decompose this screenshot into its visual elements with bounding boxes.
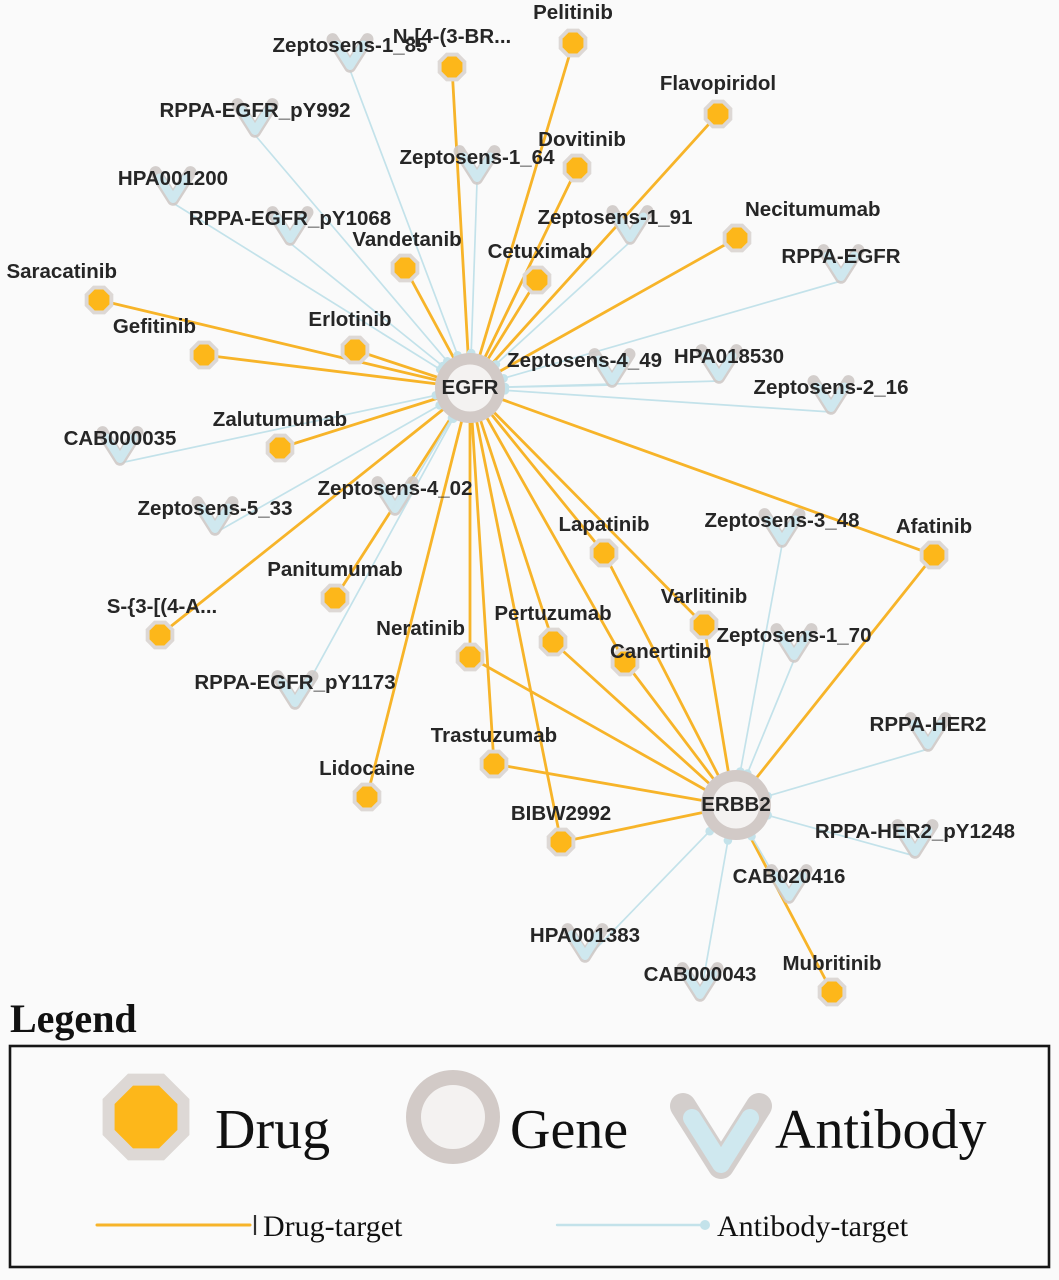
svg-text:Cetuximab: Cetuximab bbox=[488, 240, 593, 263]
svg-text:CAB000043: CAB000043 bbox=[644, 963, 757, 986]
svg-text:CAB020416: CAB020416 bbox=[733, 865, 846, 888]
svg-text:Legend: Legend bbox=[10, 996, 137, 1041]
svg-text:Pertuzumab: Pertuzumab bbox=[494, 602, 611, 625]
svg-text:Saracatinib: Saracatinib bbox=[6, 260, 117, 283]
svg-text:Mubritinib: Mubritinib bbox=[782, 952, 881, 975]
svg-text:EGFR: EGFR bbox=[442, 376, 499, 399]
svg-text:Vandetanib: Vandetanib bbox=[352, 228, 461, 251]
svg-text:HPA001383: HPA001383 bbox=[530, 924, 640, 947]
svg-text:Antibody: Antibody bbox=[775, 1099, 987, 1161]
svg-text:RPPA-EGFR: RPPA-EGFR bbox=[781, 245, 900, 268]
svg-text:Pelitinib: Pelitinib bbox=[533, 1, 613, 24]
svg-text:ERBB2: ERBB2 bbox=[701, 793, 771, 816]
svg-text:Gene: Gene bbox=[510, 1099, 628, 1161]
svg-text:Lapatinib: Lapatinib bbox=[558, 513, 649, 536]
svg-text:Drug: Drug bbox=[215, 1099, 330, 1161]
svg-text:Lidocaine: Lidocaine bbox=[319, 757, 415, 780]
svg-text:Afatinib: Afatinib bbox=[896, 515, 972, 538]
svg-text:RPPA-EGFR_pY1068: RPPA-EGFR_pY1068 bbox=[189, 207, 391, 230]
svg-text:RPPA-EGFR_pY992: RPPA-EGFR_pY992 bbox=[159, 99, 350, 122]
svg-text:Zeptosens-1_91: Zeptosens-1_91 bbox=[538, 206, 693, 229]
svg-text:Varlitinib: Varlitinib bbox=[661, 585, 748, 608]
svg-text:Zalutumumab: Zalutumumab bbox=[213, 408, 347, 431]
svg-text:Trastuzumab: Trastuzumab bbox=[431, 724, 557, 747]
svg-text:Flavopiridol: Flavopiridol bbox=[660, 72, 776, 95]
svg-text:Erlotinib: Erlotinib bbox=[308, 308, 391, 331]
svg-text:Zeptosens-4_02: Zeptosens-4_02 bbox=[318, 477, 473, 500]
svg-text:RPPA-EGFR_pY1173: RPPA-EGFR_pY1173 bbox=[194, 671, 395, 694]
svg-text:Neratinib: Neratinib bbox=[376, 617, 465, 640]
svg-text:Gefitinib: Gefitinib bbox=[113, 315, 196, 338]
svg-text:HPA018530: HPA018530 bbox=[674, 345, 784, 368]
svg-text:BIBW2992: BIBW2992 bbox=[511, 802, 611, 825]
svg-text:Zeptosens-2_16: Zeptosens-2_16 bbox=[754, 376, 909, 399]
svg-text:Drug-target: Drug-target bbox=[263, 1210, 403, 1243]
svg-text:RPPA-HER2: RPPA-HER2 bbox=[870, 713, 987, 736]
svg-text:Antibody-target: Antibody-target bbox=[717, 1210, 909, 1243]
svg-text:Zeptosens-5_33: Zeptosens-5_33 bbox=[138, 497, 293, 520]
svg-text:Necitumumab: Necitumumab bbox=[745, 198, 881, 221]
svg-text:HPA001200: HPA001200 bbox=[118, 167, 228, 190]
svg-text:Panitumumab: Panitumumab bbox=[267, 558, 403, 581]
svg-text:S-{3-[(4-A...: S-{3-[(4-A... bbox=[107, 595, 217, 618]
svg-text:Zeptosens-4_49: Zeptosens-4_49 bbox=[507, 349, 662, 372]
svg-text:RPPA-HER2_pY1248: RPPA-HER2_pY1248 bbox=[815, 820, 1015, 843]
svg-text:Zeptosens-1_85: Zeptosens-1_85 bbox=[273, 34, 428, 57]
svg-text:Canertinib: Canertinib bbox=[610, 640, 711, 663]
svg-text:CAB000035: CAB000035 bbox=[64, 427, 177, 450]
svg-text:Zeptosens-1_64: Zeptosens-1_64 bbox=[400, 146, 556, 169]
svg-text:Zeptosens-3_48: Zeptosens-3_48 bbox=[705, 509, 860, 532]
svg-text:Zeptosens-1_70: Zeptosens-1_70 bbox=[717, 624, 872, 647]
